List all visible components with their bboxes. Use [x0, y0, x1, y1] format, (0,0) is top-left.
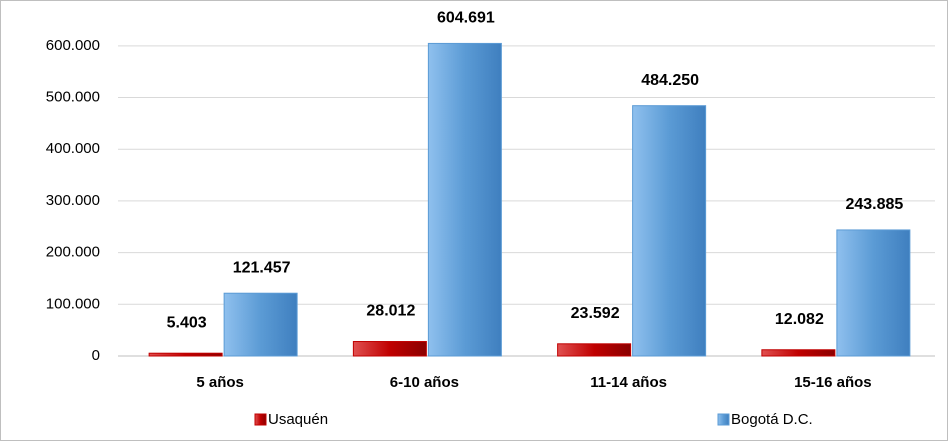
legend-label: Bogotá D.C.	[731, 411, 813, 428]
bar	[427, 42, 502, 357]
value-label: 121.457	[233, 259, 291, 276]
x-tick-label: 6-10 años	[390, 374, 459, 391]
bar	[148, 352, 223, 357]
value-label: 604.691	[437, 10, 495, 27]
legend-swatch	[717, 413, 730, 426]
bar	[761, 349, 836, 357]
bar	[557, 343, 632, 357]
value-label: 484.250	[641, 72, 699, 89]
y-tick-label: 500.000	[46, 89, 100, 106]
bar	[352, 341, 427, 357]
x-tick-label: 11-14 años	[590, 374, 667, 391]
legend-label: Usaquén	[268, 411, 328, 428]
y-tick-label: 200.000	[46, 244, 100, 261]
value-label: 243.885	[845, 196, 903, 213]
bar	[836, 229, 911, 357]
y-tick-label: 400.000	[46, 140, 100, 157]
x-tick-label: 5 años	[196, 374, 244, 391]
legend-swatch	[254, 413, 267, 426]
value-label: 5.403	[167, 314, 207, 331]
x-tick-label: 15-16 años	[794, 374, 872, 391]
y-tick-label: 0	[92, 347, 100, 364]
bar	[223, 292, 298, 357]
value-label: 12.082	[775, 311, 824, 328]
bar	[632, 105, 707, 357]
y-tick-label: 600.000	[46, 37, 100, 54]
value-label: 23.592	[571, 305, 620, 322]
y-tick-label: 300.000	[46, 192, 100, 209]
value-label: 28.012	[366, 303, 415, 320]
y-tick-label: 100.000	[46, 295, 100, 312]
